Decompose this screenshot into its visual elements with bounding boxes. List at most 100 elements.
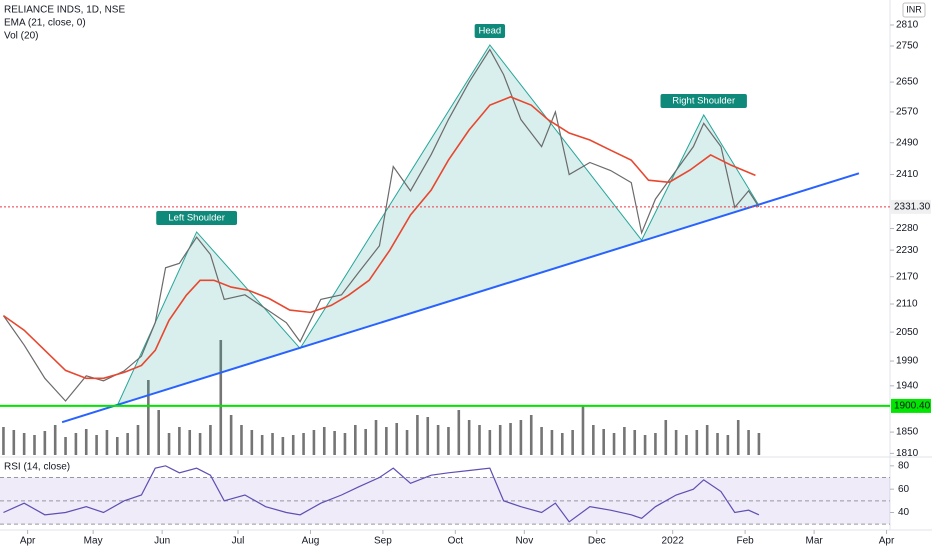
volume-bar [322, 427, 326, 455]
pattern-line [116, 44, 760, 406]
y-tick-label: 1850 [896, 427, 919, 438]
volume-bar [240, 425, 243, 455]
x-tick-label: Feb [736, 536, 754, 547]
volume-bar [498, 425, 502, 455]
volume-bar [747, 430, 750, 455]
x-tick-label: Oct [448, 536, 464, 547]
ema-line [2, 96, 756, 380]
rsi-tick-label: 40 [898, 507, 910, 518]
volume-bar [664, 420, 668, 455]
annotation-box [474, 23, 506, 38]
volume-bar [188, 430, 192, 455]
volume-bar [602, 429, 605, 455]
y-tick-label: 2170 [896, 271, 919, 282]
volume-bar [447, 427, 450, 455]
volume-bar [147, 380, 150, 455]
volume-bar [209, 425, 212, 455]
price-label-box [891, 199, 931, 214]
volume-bar [33, 435, 36, 455]
volume-bar [540, 427, 543, 455]
currency-box[interactable] [902, 2, 926, 18]
volume-bar [529, 415, 533, 455]
volume-bar [105, 430, 109, 455]
volume-bar [705, 425, 709, 455]
volume-bar [757, 433, 761, 455]
volume-bar [95, 435, 98, 455]
volume-bar [12, 430, 16, 455]
y-tick-label: 1990 [896, 356, 919, 367]
volume-bar [426, 417, 430, 455]
x-tick-label: Jun [154, 536, 170, 547]
volume-bar [219, 340, 223, 455]
x-tick-label: Nov [515, 536, 533, 547]
volume-bar [519, 420, 523, 455]
volume-bar [643, 435, 647, 455]
volume-bar [736, 420, 740, 455]
y-tick-label: 2050 [896, 327, 919, 338]
volume-bar [674, 430, 678, 455]
y-tick-label: 2810 [896, 20, 919, 31]
annotation-box [156, 210, 238, 225]
volume-bar [312, 430, 316, 455]
annotation: Head [478, 25, 501, 36]
volume-bar [22, 433, 26, 455]
volume-bar [695, 430, 699, 455]
volume-bar [436, 425, 440, 455]
volume-bar [271, 433, 274, 455]
rsi-tick-label: 60 [898, 484, 910, 495]
currency[interactable]: INR [906, 4, 922, 14]
volume-bar [198, 433, 202, 455]
y-tick-label: 2750 [896, 41, 919, 52]
price-label: 1900.40 [894, 401, 931, 412]
trendline [61, 172, 860, 424]
volume-bar [84, 429, 88, 455]
volume-bar [457, 410, 461, 455]
y-tick-label: 2570 [896, 107, 919, 118]
y-tick-label: 2410 [896, 169, 919, 180]
rsi-line [3, 465, 760, 523]
rsi-legend: RSI (14, close) [4, 462, 70, 473]
annotation: Left Shoulder [168, 212, 225, 223]
volume-bar [302, 433, 305, 455]
volume-bar [488, 430, 492, 455]
volume-bar [467, 420, 471, 455]
volume-legend: Vol (20) [4, 31, 38, 42]
x-tick-label: May [84, 536, 103, 547]
volume-bar [374, 420, 378, 455]
price-label: 2331.30 [894, 202, 931, 213]
volume-bar [229, 415, 233, 455]
x-tick-label: Dec [588, 536, 606, 547]
volume-bar [74, 433, 78, 455]
volume-bar [291, 435, 295, 455]
volume-bar [581, 405, 585, 455]
volume-bar [478, 425, 481, 455]
volume-bar [43, 431, 47, 455]
x-tick-label: Jul [232, 536, 245, 547]
volume-bar [126, 433, 129, 455]
volume-bar [136, 425, 140, 455]
volume-bar [571, 430, 574, 455]
volume-bar [281, 437, 285, 455]
volume-bar [633, 430, 637, 455]
volume-bar [592, 425, 595, 455]
volume-bar [167, 433, 171, 455]
volume-bar [550, 430, 554, 455]
volume-bar [685, 435, 688, 455]
price-line-series [2, 48, 760, 402]
volume-bar [612, 433, 616, 455]
x-tick-label: 2022 [662, 536, 685, 547]
volume-bar [716, 433, 719, 455]
annotation: Right Shoulder [672, 95, 735, 106]
x-tick-label: Aug [302, 536, 320, 547]
y-tick-label: 1940 [896, 380, 919, 391]
x-tick-label: Apr [20, 536, 36, 547]
volume-bar [560, 433, 564, 455]
y-tick-label: 2650 [896, 77, 919, 88]
volume-bar [178, 427, 181, 455]
annotation-box [660, 93, 747, 108]
price-label-box [891, 398, 931, 413]
volume-bar [115, 437, 119, 455]
volume-bar [354, 425, 357, 455]
volume-bar [509, 423, 512, 455]
